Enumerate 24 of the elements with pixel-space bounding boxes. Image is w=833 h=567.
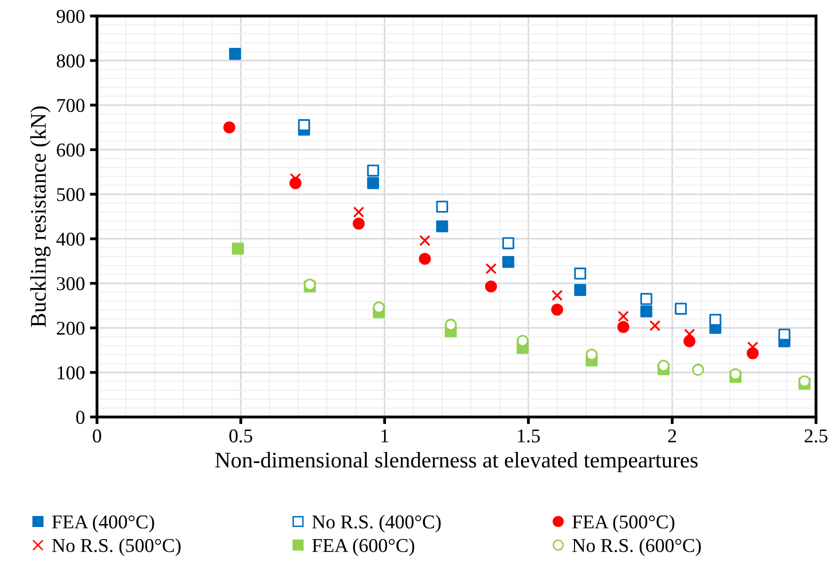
legend-label: FEA (600°C) <box>312 538 414 556</box>
y-tick-label: 200 <box>56 322 84 335</box>
legend-label: FEA (400°C) <box>52 514 154 532</box>
y-tick-label: 400 <box>56 232 84 246</box>
legend-label: No R.S. (500°C) <box>52 538 181 556</box>
y-tick-label: 900 <box>56 10 84 23</box>
y-tick-label: 700 <box>57 98 84 112</box>
x-tick-label: 1 <box>381 429 388 442</box>
legend-label: FEA (500°C) <box>572 514 674 532</box>
x-tick-label: 2 <box>668 429 676 442</box>
y-tick-label: 600 <box>56 143 84 157</box>
y-tick-label: 800 <box>56 54 84 68</box>
y-tick-label: 300 <box>56 277 84 290</box>
x-tick-label: 1.5 <box>518 429 540 443</box>
y-tick-label: 0 <box>76 410 84 424</box>
y-tick-label: 100 <box>58 366 84 380</box>
x-tick-label: 2.5 <box>804 429 828 443</box>
y-tick-label: 500 <box>57 188 84 202</box>
x-axis-title: Non-dimensional slenderness at elevated tempeartures <box>215 452 698 472</box>
legend-label: No R.S. (400°C) <box>312 514 441 532</box>
legend-label: No R.S. (600°C) <box>572 538 701 556</box>
y-axis-title: Buckling resistance (kN) <box>30 106 50 327</box>
x-tick-label: 0.5 <box>229 429 252 443</box>
x-tick-label: 0 <box>92 429 102 442</box>
